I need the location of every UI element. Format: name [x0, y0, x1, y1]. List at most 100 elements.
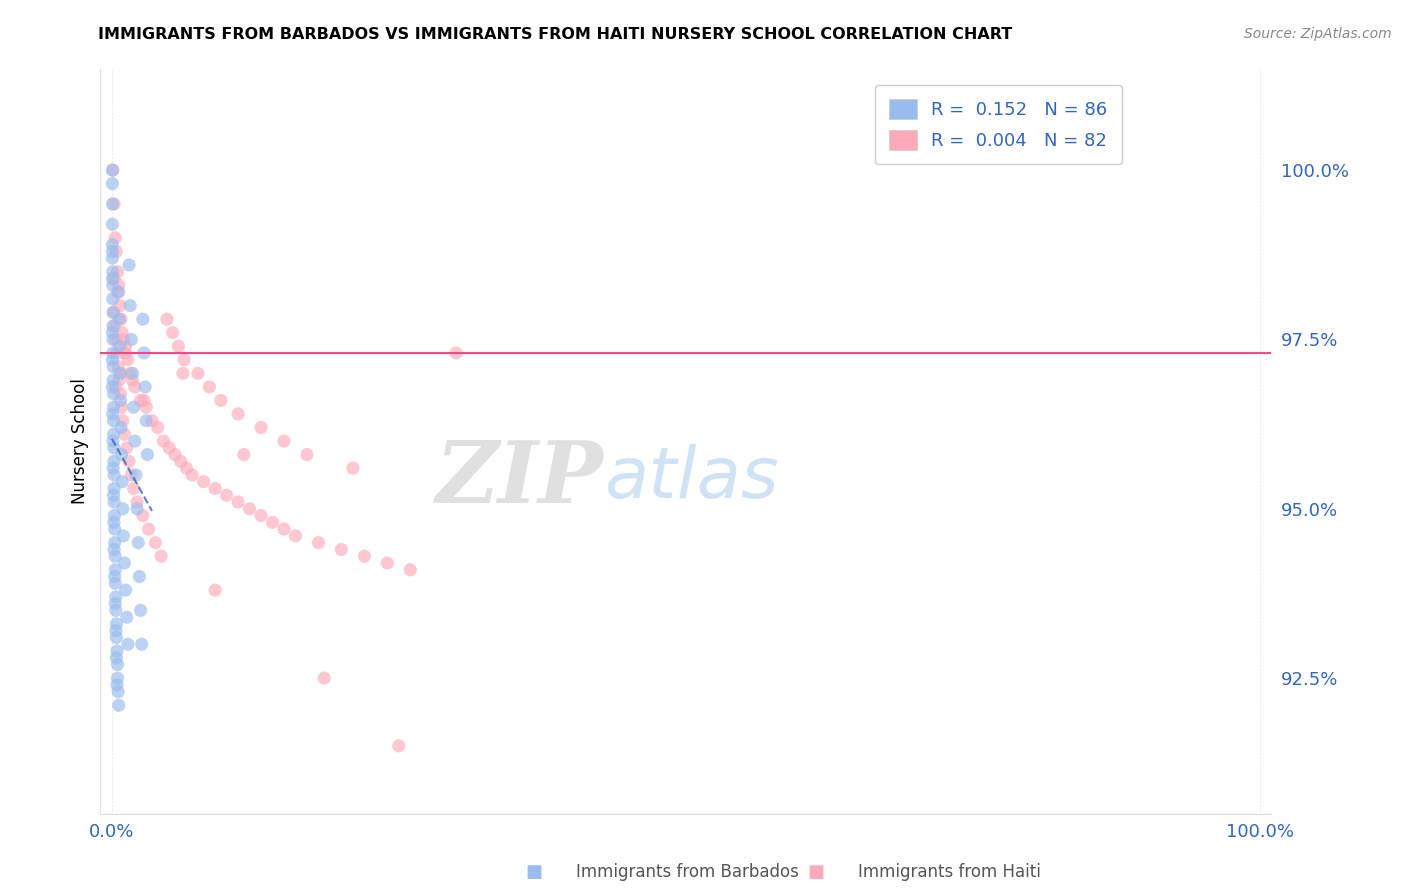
- Point: [107, 278, 129, 293]
- Point: [104, 318, 127, 333]
- Point: [157, 441, 180, 455]
- Point: [103, 441, 125, 455]
- Point: [112, 529, 135, 543]
- Point: [314, 671, 336, 685]
- Point: [101, 265, 124, 279]
- Point: [262, 516, 284, 530]
- Point: [105, 631, 128, 645]
- Point: [104, 380, 127, 394]
- Point: [138, 522, 160, 536]
- Point: [150, 549, 173, 564]
- Point: [353, 549, 375, 564]
- Point: [146, 420, 169, 434]
- Point: [132, 393, 155, 408]
- Point: [104, 597, 127, 611]
- Point: [122, 482, 145, 496]
- Point: [136, 448, 159, 462]
- Point: [250, 420, 273, 434]
- Point: [101, 326, 124, 340]
- Point: [162, 326, 184, 340]
- Point: [107, 671, 129, 685]
- Point: [101, 271, 124, 285]
- Point: [375, 556, 398, 570]
- Point: [103, 271, 125, 285]
- Point: [112, 333, 135, 347]
- Point: [101, 352, 124, 367]
- Point: [273, 434, 295, 448]
- Text: Immigrants from Haiti: Immigrants from Haiti: [858, 863, 1040, 881]
- Point: [101, 244, 124, 259]
- Point: [104, 535, 127, 549]
- Point: [118, 258, 141, 272]
- Point: [176, 461, 198, 475]
- Text: Immigrants from Barbados: Immigrants from Barbados: [576, 863, 800, 881]
- Point: [209, 393, 232, 408]
- Point: [128, 569, 150, 583]
- Point: [101, 237, 124, 252]
- Point: [111, 501, 134, 516]
- Point: [118, 454, 141, 468]
- Point: [104, 603, 127, 617]
- Point: [103, 516, 125, 530]
- Point: [122, 400, 145, 414]
- Point: [167, 339, 190, 353]
- Point: [170, 454, 193, 468]
- Point: [104, 569, 127, 583]
- Point: [181, 467, 204, 482]
- Point: [238, 501, 260, 516]
- Point: [104, 231, 127, 245]
- Point: [107, 285, 129, 299]
- Point: [117, 352, 139, 367]
- Text: atlas: atlas: [603, 444, 779, 513]
- Point: [125, 467, 148, 482]
- Point: [173, 352, 195, 367]
- Point: [110, 420, 132, 434]
- Point: [105, 650, 128, 665]
- Point: [103, 482, 125, 496]
- Point: [103, 454, 125, 468]
- Point: [125, 501, 148, 516]
- Point: [193, 475, 215, 489]
- Point: [135, 414, 157, 428]
- Point: [107, 698, 129, 713]
- Point: [399, 563, 422, 577]
- Point: [114, 583, 136, 598]
- Text: ZIP: ZIP: [436, 436, 603, 520]
- Point: [110, 448, 132, 462]
- Point: [103, 305, 125, 319]
- Point: [250, 508, 273, 523]
- Point: [103, 542, 125, 557]
- Point: [104, 563, 127, 577]
- Point: [111, 475, 134, 489]
- Point: [104, 333, 127, 347]
- Point: [124, 434, 146, 448]
- Point: [330, 542, 353, 557]
- Point: [226, 407, 249, 421]
- Point: [103, 488, 125, 502]
- Point: [105, 678, 128, 692]
- Point: [120, 467, 142, 482]
- Point: [198, 380, 221, 394]
- Point: [115, 441, 138, 455]
- Point: [101, 380, 124, 394]
- Point: [127, 535, 149, 549]
- Point: [104, 549, 127, 564]
- Text: Source: ZipAtlas.com: Source: ZipAtlas.com: [1244, 27, 1392, 41]
- Point: [125, 495, 148, 509]
- Point: [101, 217, 124, 231]
- Point: [101, 318, 124, 333]
- Legend: R =  0.152   N = 86, R =  0.004   N = 82: R = 0.152 N = 86, R = 0.004 N = 82: [875, 85, 1122, 164]
- Point: [129, 603, 152, 617]
- Point: [110, 367, 132, 381]
- Text: IMMIGRANTS FROM BARBADOS VS IMMIGRANTS FROM HAITI NURSERY SCHOOL CORRELATION CHA: IMMIGRANTS FROM BARBADOS VS IMMIGRANTS F…: [98, 27, 1012, 42]
- Point: [135, 400, 157, 414]
- Point: [120, 333, 142, 347]
- Point: [120, 367, 142, 381]
- Point: [284, 529, 307, 543]
- Point: [163, 448, 186, 462]
- Point: [108, 312, 131, 326]
- Point: [152, 434, 174, 448]
- Point: [101, 251, 124, 265]
- Point: [103, 400, 125, 414]
- Point: [114, 556, 136, 570]
